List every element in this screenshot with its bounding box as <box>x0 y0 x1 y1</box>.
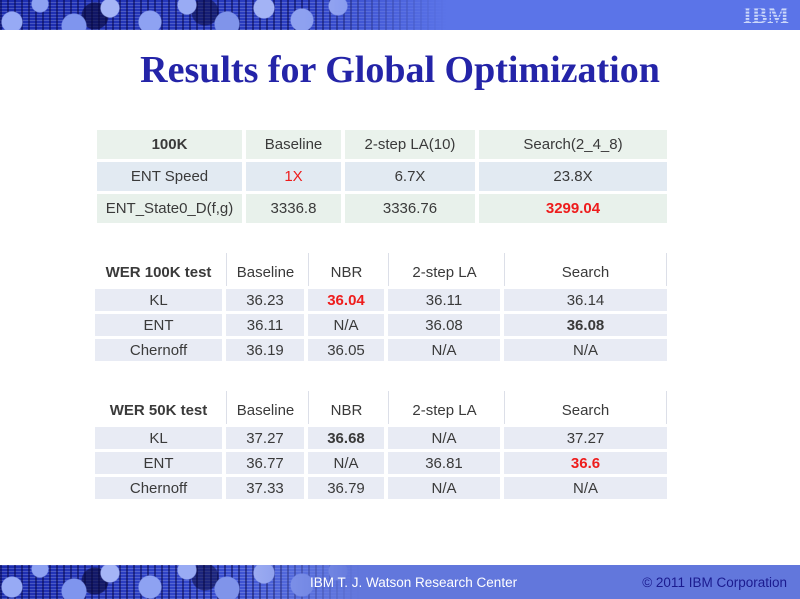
column-header: Search <box>504 391 667 424</box>
column-header: Baseline <box>226 253 304 286</box>
footer-center-text: IBM T. J. Watson Research Center <box>310 574 518 590</box>
column-header: WER 50K test <box>95 391 222 424</box>
column-header: Baseline <box>226 391 304 424</box>
footer-right-text: © 2011 IBM Corporation <box>642 574 787 590</box>
table-cell: N/A <box>308 314 384 336</box>
table-cell: N/A <box>504 339 667 361</box>
table-cell: 6.7X <box>345 162 475 191</box>
table-cell: 3299.04 <box>479 194 667 223</box>
table-cell: ENT <box>95 314 222 336</box>
footer-fade <box>0 565 800 599</box>
wer-100k-table: WER 100K test Baseline NBR 2-step LA Search K… <box>95 253 667 361</box>
table-cell: Chernoff <box>95 339 222 361</box>
speed-table: 100K Baseline 2-step LA(10) Search(2_4_8) EN… <box>97 130 667 223</box>
table-cell: N/A <box>504 477 667 499</box>
table-cell: 36.14 <box>504 289 667 311</box>
column-header: Search <box>504 253 667 286</box>
table-cell: 37.27 <box>504 427 667 449</box>
table-cell: 36.08 <box>504 314 667 336</box>
table-cell: 36.11 <box>388 289 500 311</box>
table-cell: 36.05 <box>308 339 384 361</box>
column-header: NBR <box>308 391 384 424</box>
table-cell: 36.68 <box>308 427 384 449</box>
column-header: 2-step LA(10) <box>345 130 475 159</box>
table-cell: 1X <box>246 162 341 191</box>
ibm-logo-text: IBM <box>743 3 789 28</box>
table-cell: Chernoff <box>95 477 222 499</box>
wer-50k-table: WER 50K test Baseline NBR 2-step LA Search KL… <box>95 391 667 499</box>
table-cell: N/A <box>308 452 384 474</box>
table-cell: 36.11 <box>226 314 304 336</box>
table-cell: 36.79 <box>308 477 384 499</box>
table-cell: 36.19 <box>226 339 304 361</box>
ibm-logo-icon: IBM <box>743 3 789 28</box>
table-cell: KL <box>95 427 222 449</box>
table-cell: N/A <box>388 427 500 449</box>
top-banner: IBM <box>0 0 800 30</box>
column-header: 2-step LA <box>388 253 500 286</box>
column-header: WER 100K test <box>95 253 222 286</box>
footer-bar: IBM T. J. Watson Research Center © 2011 … <box>0 565 800 599</box>
table-cell: 36.23 <box>226 289 304 311</box>
table-cell: 37.27 <box>226 427 304 449</box>
table-cell: 37.33 <box>226 477 304 499</box>
column-header: 2-step LA <box>388 391 500 424</box>
slide-title: Results for Global Optimization <box>140 49 660 91</box>
table-cell: 36.6 <box>504 452 667 474</box>
table-cell: 36.81 <box>388 452 500 474</box>
table-cell: 36.77 <box>226 452 304 474</box>
table-cell: N/A <box>388 477 500 499</box>
table-cell: ENT_State0_D(f,g) <box>97 194 242 223</box>
table-cell: 3336.8 <box>246 194 341 223</box>
table-cell: KL <box>95 289 222 311</box>
column-header: 100K <box>97 130 242 159</box>
banner-fade <box>0 0 800 30</box>
column-header: Baseline <box>246 130 341 159</box>
table-cell: 23.8X <box>479 162 667 191</box>
table-cell: 36.04 <box>308 289 384 311</box>
table-cell: 3336.76 <box>345 194 475 223</box>
table-cell: N/A <box>388 339 500 361</box>
table-cell: ENT <box>95 452 222 474</box>
table-cell: 36.08 <box>388 314 500 336</box>
table-cell: ENT Speed <box>97 162 242 191</box>
column-header: NBR <box>308 253 384 286</box>
column-header: Search(2_4_8) <box>479 130 667 159</box>
